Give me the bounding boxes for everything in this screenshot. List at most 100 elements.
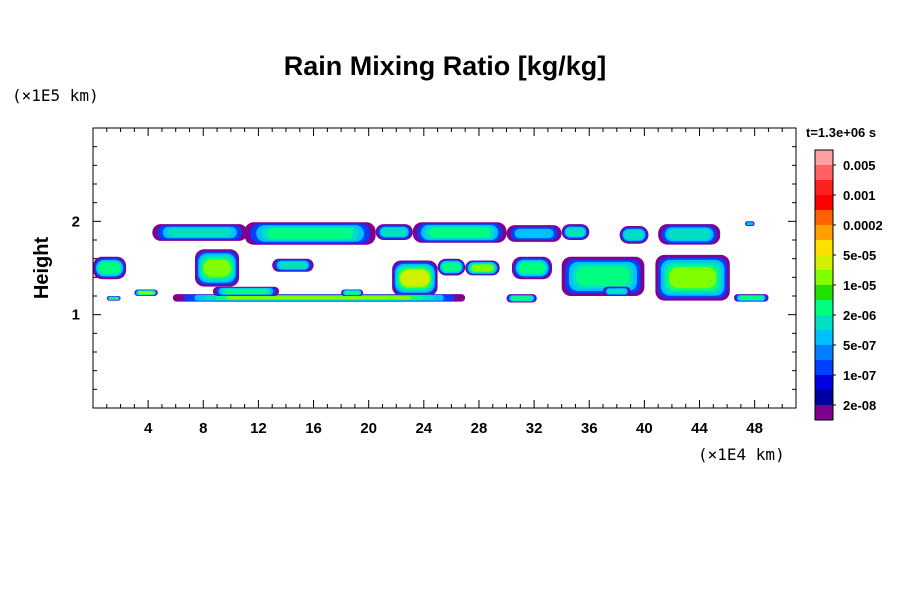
x-axis-unit: (×1E4 km) [698,445,785,464]
contour-level [267,228,353,239]
x-tick-label: 28 [471,420,488,437]
contour-level [98,262,121,274]
colorbar-swatch [815,210,833,225]
x-tick-label: 8 [199,420,207,437]
y-tick-label: 1 [72,307,80,324]
colorbar-swatch [815,285,833,300]
contour-cell-0 [152,224,248,241]
colorbar-swatch [815,390,833,405]
colorbar-label: 5e-07 [843,338,876,353]
colorbar-swatch [815,225,833,240]
x-tick-label: 16 [305,420,322,437]
x-tick-label: 40 [636,420,653,437]
x-tick-label: 24 [415,420,432,437]
contour-level [224,289,268,294]
contour-level [109,297,119,300]
y-tick-label: 2 [72,213,80,230]
colorbar-label: 0.0002 [843,218,883,233]
colorbar-labels: 0.005 0.001 0.0002 5e-05 1e-05 2e-06 5e-07 1e-0… [833,158,883,413]
contour-cell-1 [244,222,376,245]
contour-cell-19 [106,296,121,301]
contour-cell-6 [619,226,649,244]
contour-level [279,261,307,269]
y-axis-label: Height [31,237,53,300]
colorbar-label: 1e-05 [843,278,876,293]
colorbar-swatch [815,330,833,345]
colorbar-swatch [815,300,833,315]
contour-cell-23 [341,289,364,296]
contour-level [668,229,710,240]
x-tick-labels: 4 8 12 16 20 24 28 32 36 40 44 48 [144,420,763,437]
contour-cell-22 [212,286,280,296]
contour-cell-16 [561,256,645,296]
colorbar-label: 2e-08 [843,398,876,413]
colorbar-swatch [815,345,833,360]
contour-level [203,259,231,277]
colorbar-label: 2e-06 [843,308,876,323]
colorbar-swatch [815,270,833,285]
contour-level [345,291,360,295]
contour-cell-8 [745,221,755,226]
colorbar-label: 0.005 [843,158,876,173]
colorbar-swatch [815,195,833,210]
contour-cell-3 [412,222,507,243]
contour-cell-13 [437,258,466,276]
colorbar-label: 1e-07 [843,368,876,383]
contour-level [226,296,412,300]
axis-ticks [93,128,796,408]
colorbar-label: 0.001 [843,188,876,203]
x-tick-label: 48 [746,420,763,437]
contour-level [471,264,494,272]
x-tick-label: 20 [360,420,377,437]
x-tick-label: 4 [144,420,153,437]
x-tick-label: 44 [691,420,708,437]
colorbar-swatch [815,255,833,270]
colorbar-swatch [815,240,833,255]
contour-level [566,227,585,237]
contour-cell-20 [134,289,158,296]
contour-level [740,296,763,300]
contour-cell-17 [655,254,730,301]
contour-level [400,270,429,287]
contour-cell-18 [734,294,769,302]
contour-level [511,296,532,301]
contour-level [746,222,754,225]
contour-level [519,262,545,274]
contour-cell-25 [603,286,631,296]
colorbar-swatch [815,150,833,165]
contour-level [624,230,644,240]
contour-cell-2 [375,224,413,240]
contour-cell-10 [195,249,240,287]
contour-cell-7 [658,224,721,245]
contour-cell-4 [506,225,562,242]
contour-cell-15 [512,256,552,280]
y-tick-labels: 12 [72,213,80,323]
chart-title: Rain Mixing Ratio [kg/kg] [284,51,607,81]
contour-level [168,228,232,237]
contour-cell-11 [272,258,314,272]
contour-level [429,227,490,238]
colorbar-swatch [815,165,833,180]
colorbar [814,149,834,421]
contour-level [669,267,717,289]
contour-level [576,266,630,286]
contour-level [514,228,554,239]
y-axis-unit: (×1E5 km) [12,86,99,105]
contour-level [138,291,154,295]
colorbar-swatch [815,405,833,420]
x-tick-label: 12 [250,420,267,437]
colorbar-swatch [815,180,833,195]
contour-field [93,221,769,303]
contour-cell-14 [465,260,500,276]
colorbar-label: 5e-05 [843,248,876,263]
x-tick-label: 32 [526,420,543,437]
time-label: t=1.3e+06 s [806,125,876,140]
contour-cell-24 [506,294,537,303]
contour-level [607,288,627,294]
x-tick-label: 36 [581,420,598,437]
colorbar-swatch [815,315,833,330]
colorbar-swatch [815,360,833,375]
plot-frame [92,127,797,409]
contour-cell-9 [93,256,127,280]
